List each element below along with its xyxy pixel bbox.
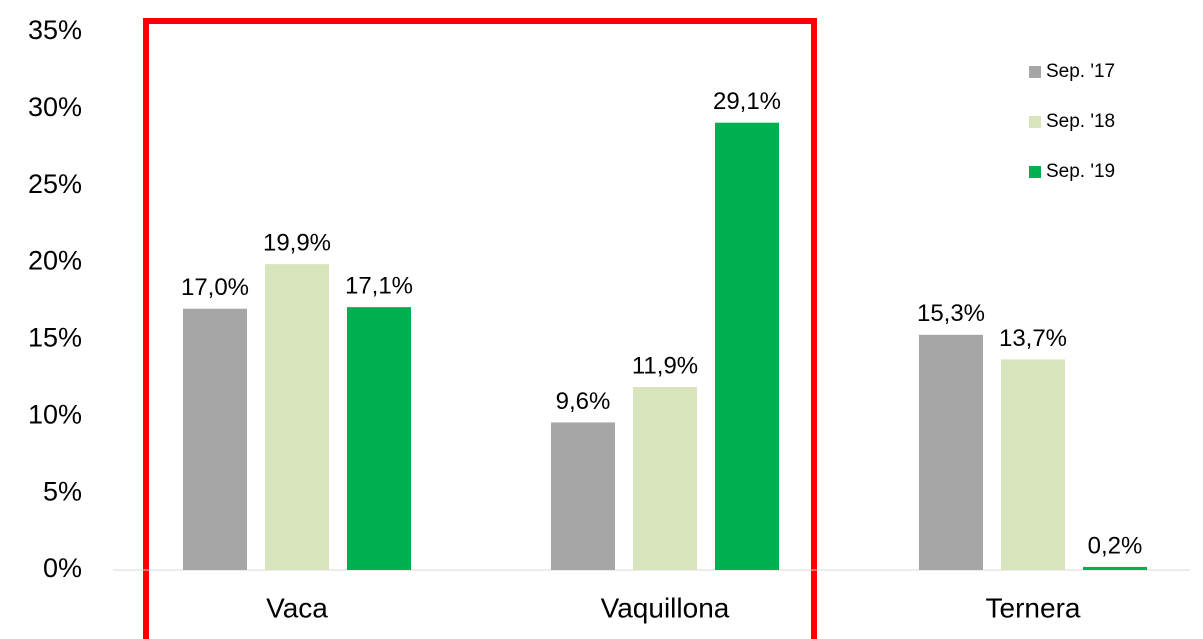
value-label: 15,3%: [917, 300, 985, 327]
legend-label: Sep. '18: [1046, 111, 1115, 132]
value-label: 13,7%: [999, 325, 1067, 352]
bar: [715, 122, 779, 570]
legend-swatch: [1029, 66, 1041, 78]
bar: [183, 308, 247, 570]
value-label: 0,2%: [1088, 532, 1143, 559]
bar: [551, 422, 615, 570]
value-label: 29,1%: [713, 88, 781, 115]
bar: [633, 387, 697, 570]
bar: [265, 264, 329, 570]
y-tick-label: 30%: [28, 92, 82, 122]
y-tick-label: 10%: [28, 399, 82, 429]
legend-label: Sep. '19: [1046, 161, 1115, 182]
x-tick-label: Vaquillona: [601, 592, 730, 623]
x-tick-label: Vaca: [266, 592, 328, 623]
x-tick-label: Ternera: [986, 592, 1081, 623]
y-tick-label: 20%: [28, 246, 82, 276]
legend-swatch: [1029, 166, 1041, 178]
value-label: 9,6%: [556, 388, 611, 415]
bar: [1001, 359, 1065, 570]
value-label: 11,9%: [632, 352, 698, 379]
y-tick-label: 5%: [43, 476, 82, 506]
value-label: 17,0%: [181, 274, 249, 301]
legend-label: Sep. '17: [1046, 61, 1115, 82]
y-tick-label: 15%: [28, 323, 82, 353]
legend-swatch: [1029, 116, 1041, 128]
y-tick-label: 25%: [28, 169, 82, 199]
y-tick-label: 0%: [43, 553, 82, 583]
bar: [1083, 566, 1147, 570]
bar: [919, 334, 983, 570]
y-tick-label: 35%: [28, 15, 82, 45]
bar: [347, 307, 411, 570]
highlight-box: [143, 18, 817, 639]
value-label: 17,1%: [345, 272, 413, 299]
value-label: 19,9%: [263, 229, 331, 256]
